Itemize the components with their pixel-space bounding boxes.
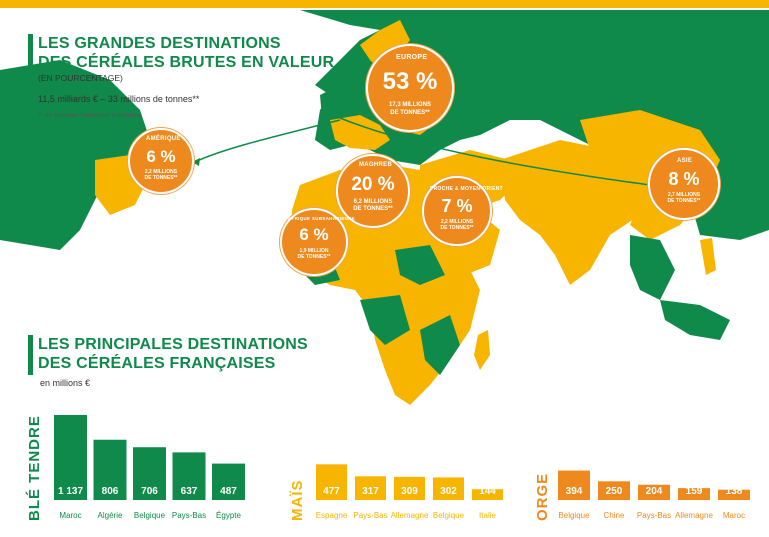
bar-category-label: Allemagne xyxy=(675,511,713,520)
bar-espagne xyxy=(316,464,347,500)
bar-allemagne xyxy=(678,488,710,500)
bar-category-label: Égypte xyxy=(216,511,241,520)
bubble-pct: 20 % xyxy=(351,174,395,195)
bubble-proche-orient: PROCHE & MOYEN-ORIENT 7 % 2,2 MILLIONS D… xyxy=(422,176,503,246)
bubble-amerique: AMÉRIQUE 6 % 2,2 MILLIONS DE TONNES** xyxy=(128,128,194,194)
bar-value-label: 159 xyxy=(686,486,703,497)
bubble-desc1: 17,3 MILLIONS xyxy=(388,102,431,108)
section2-title-line2: DES CÉRÉALES FRANÇAISES xyxy=(38,355,276,372)
bar-value-label: 138 xyxy=(726,486,743,497)
title-accent-bar xyxy=(28,34,33,74)
bubble-region: AMÉRIQUE xyxy=(146,136,181,142)
bubble-pct: 53 % xyxy=(382,68,438,95)
bubble-region: ASIE xyxy=(677,158,693,164)
bar-value-label: 637 xyxy=(181,486,198,497)
bar-value-label: 302 xyxy=(440,486,457,497)
bar-italie xyxy=(472,489,503,500)
bar-value-label: 806 xyxy=(102,486,119,497)
section2-title-line1: LES PRINCIPALES DESTINATIONS xyxy=(38,336,308,353)
bar-category-label: Pays-Bas xyxy=(353,511,387,520)
bubble-desc1: 2,7 MILLIONS xyxy=(667,192,701,198)
bubble-desc1: 6,2 MILLIONS xyxy=(353,199,393,205)
bar-value-label: 477 xyxy=(323,486,340,497)
bubble-asie: ASIE 8 % 2,7 MILLIONS DE TONNES** xyxy=(648,148,720,220)
total-note: 11,5 milliards € – 33 millions de tonnes… xyxy=(38,94,200,104)
bar-belgique xyxy=(558,470,590,500)
bubble-pct: 7 % xyxy=(441,196,473,216)
bubble-pct: 8 % xyxy=(668,169,700,189)
footnote: ** de céréales françaises importées xyxy=(38,112,141,119)
bar-category-label: Chine xyxy=(604,511,625,520)
bar-category-label: Belgique xyxy=(558,511,590,520)
bar-value-label: 394 xyxy=(566,486,583,497)
bubble-desc1: 2,2 MILLIONS xyxy=(440,219,474,225)
bubble-pct: 6 % xyxy=(146,147,176,166)
bubble-region: MAGHREB xyxy=(359,162,393,168)
bar-algérie xyxy=(93,439,127,500)
bar-category-label: Espagne xyxy=(316,511,348,520)
bubble-desc2: DE TONNES** xyxy=(144,175,178,181)
bubble-region: AFRIQUE SUBSAHARIENNE xyxy=(288,216,356,221)
main-title-line1: LES GRANDES DESTINATIONS xyxy=(38,35,281,52)
bar-category-label: Pays-Bas xyxy=(637,511,671,520)
bubble-desc2: DE TONNES** xyxy=(667,198,701,204)
bar-category-label: Maroc xyxy=(59,511,81,520)
bar-égypte xyxy=(212,463,245,500)
top-accent-bar xyxy=(0,0,769,8)
bar-value-label: 250 xyxy=(606,486,623,497)
bar-category-label: Maroc xyxy=(723,511,745,520)
main-title-line2: DES CÉRÉALES BRUTES EN VALEUR xyxy=(38,54,335,71)
bar-category-label: Belgique xyxy=(134,511,166,520)
bubble-pct: 6 % xyxy=(299,225,329,244)
bar-chine xyxy=(598,481,630,500)
bar-category-label: Allemagne xyxy=(391,511,429,520)
bar-pays-bas xyxy=(638,484,670,500)
bar-maroc xyxy=(718,489,750,500)
bar-category-label: Pays-Bas xyxy=(172,511,206,520)
bubble-region: PROCHE & MOYEN-ORIENT xyxy=(430,186,503,192)
bar-value-label: 204 xyxy=(646,486,663,497)
bubble-desc1: 2,2 MILLIONS xyxy=(144,169,178,175)
bubble-desc1: 1,9 MILLION xyxy=(299,248,329,254)
bar-value-label: 309 xyxy=(401,486,418,497)
bar-maroc xyxy=(54,415,87,500)
bar-pays-bas xyxy=(172,452,206,500)
bar-belgique xyxy=(133,447,166,500)
bubble-afrique: AFRIQUE SUBSAHARIENNE 6 % 1,9 MILLION DE… xyxy=(280,208,355,276)
section2-accent-bar xyxy=(28,335,33,375)
bar-value-label: 1 137 xyxy=(58,486,83,497)
bubble-maghreb: MAGHREB 20 % 6,2 MILLIONS DE TONNES** xyxy=(336,154,410,228)
bar-value-label: 317 xyxy=(362,486,379,497)
bar-value-label: 487 xyxy=(220,486,237,497)
bar-allemagne xyxy=(394,476,425,500)
unit-label: en millions € xyxy=(40,378,91,388)
bubble-region: EUROPE xyxy=(396,54,428,61)
bar-category-label: Italie xyxy=(479,511,496,520)
bar-belgique xyxy=(433,477,464,500)
main-subtitle: (EN POURCENTAGE) xyxy=(38,73,123,83)
bubble-desc2: DE TONNES** xyxy=(353,206,393,212)
bubble-desc2: DE TONNES** xyxy=(440,225,474,231)
bubble-desc2: DE TONNES** xyxy=(297,254,331,260)
bar-pays-bas xyxy=(355,476,386,500)
bubble-europe: EUROPE 53 % 17,3 MILLIONS DE TONNES** xyxy=(366,44,454,132)
bar-value-label: 144 xyxy=(479,486,496,497)
bar-category-label: Belgique xyxy=(433,511,465,520)
bar-category-label: Algérie xyxy=(98,511,123,520)
bubble-desc2: DE TONNES** xyxy=(390,110,430,116)
bar-value-label: 706 xyxy=(141,486,158,497)
